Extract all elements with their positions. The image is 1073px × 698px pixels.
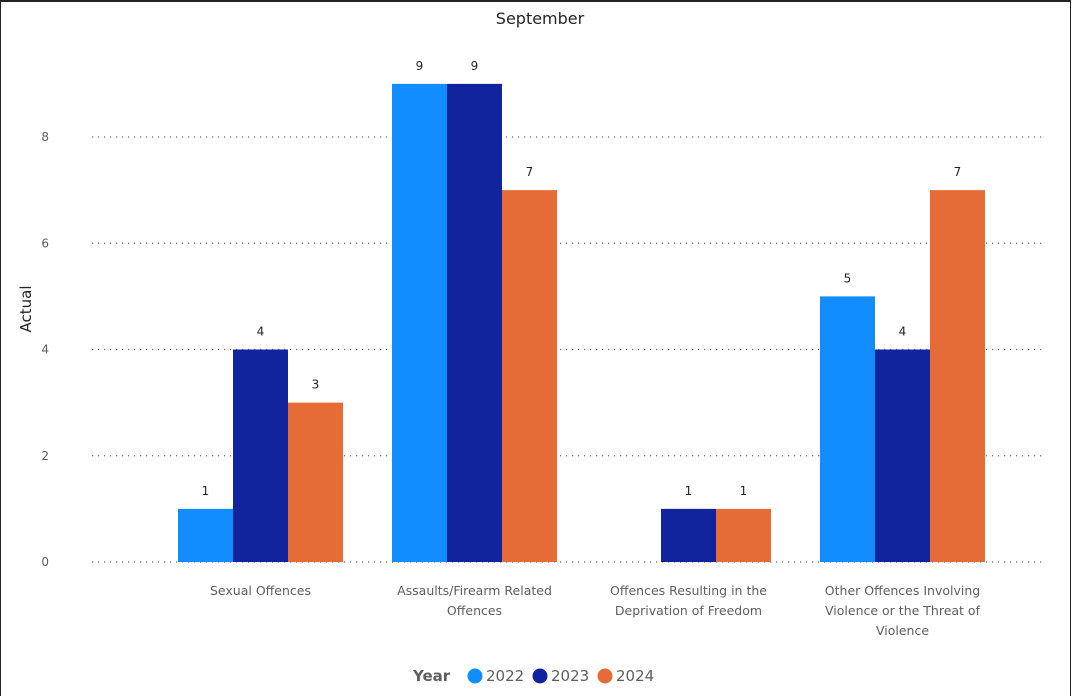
data-label: 4 [257,325,265,339]
x-tick-label: Sexual Offences [210,583,311,598]
bar-2023-2[interactable] [661,508,716,562]
legend-label-2024[interactable]: 2024 [616,667,654,685]
legend[interactable]: Year 2022 2023 2024 [412,667,654,685]
legend-marker-2024[interactable] [597,668,613,684]
bar-2023-1[interactable] [447,83,502,562]
y-tick-label: 4 [41,343,49,357]
x-tick-label: Other Offences Involving Violence or the … [825,583,981,638]
x-tick-label: Offences Resulting in the Deprivation of … [610,583,767,618]
bar-2024-1[interactable] [502,190,557,562]
legend-title: Year [412,667,451,685]
data-label: 5 [844,271,852,285]
data-label: 1 [202,484,210,498]
y-tick-label: 6 [41,236,49,250]
legend-label-2022[interactable]: 2022 [486,667,524,685]
y-axis-ticks: 0 2 4 6 8 [41,130,49,569]
y-tick-label: 8 [41,130,49,144]
legend-marker-2023[interactable] [532,668,548,684]
y-tick-label: 0 [41,555,49,569]
bar-2022-0[interactable] [178,508,233,562]
data-label: 7 [954,165,962,179]
legend-marker-2022[interactable] [467,668,483,684]
bar-2024-3[interactable] [930,190,985,562]
x-tick-label: Assaults/Firearm Related Offences [397,583,552,618]
bar-2023-0[interactable] [233,349,288,563]
data-label: 3 [312,378,320,392]
bar-2024-0[interactable] [288,402,343,562]
x-axis-ticks: Sexual Offences Assaults/Firearm Related O… [210,583,981,638]
legend-label-2023[interactable]: 2023 [551,667,589,685]
bar-2022-1[interactable] [392,83,447,562]
bar-2022-3[interactable] [820,296,875,562]
data-label: 9 [416,59,424,73]
data-label: 7 [526,165,534,179]
bars [178,83,985,563]
data-label: 1 [740,484,748,498]
data-label: 4 [899,325,907,339]
data-label: 1 [685,484,693,498]
bar-2023-3[interactable] [875,349,930,563]
y-tick-label: 2 [41,449,49,463]
data-label: 9 [471,59,479,73]
bar-2024-2[interactable] [716,508,771,562]
chart-title: September [496,9,585,28]
y-axis-label: Actual [17,286,35,333]
